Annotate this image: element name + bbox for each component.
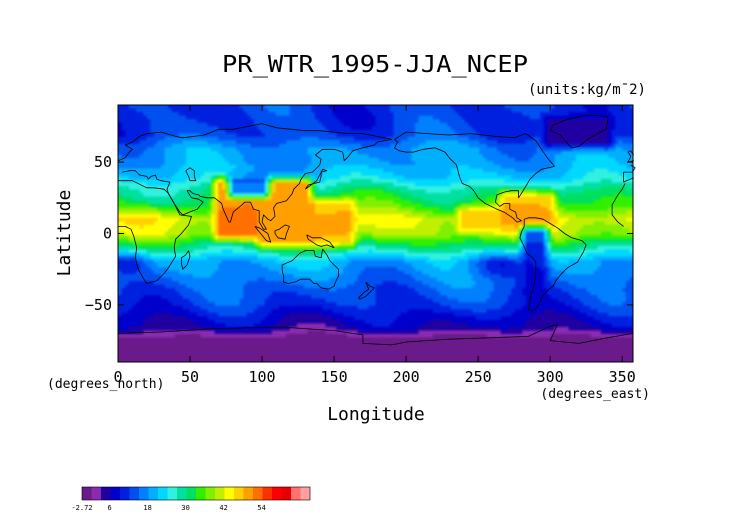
colorbar-label: 18 bbox=[143, 504, 151, 512]
colorbar-swatch bbox=[281, 487, 292, 500]
colorbar-swatch bbox=[101, 487, 111, 500]
colorbar-swatch bbox=[224, 487, 235, 500]
colorbar-swatch bbox=[215, 487, 225, 500]
colorbar-swatch bbox=[167, 487, 178, 500]
colorbar-label: 54 bbox=[257, 504, 265, 512]
coast-africa bbox=[118, 180, 626, 284]
x-tick-label: 0 bbox=[113, 368, 122, 386]
coast-europe-asia bbox=[117, 123, 636, 230]
coast-caspian bbox=[185, 167, 197, 182]
x-tick-label: 250 bbox=[465, 368, 492, 386]
colorbar-swatch bbox=[129, 487, 140, 500]
colorbar-swatch bbox=[82, 487, 92, 500]
coast-japan bbox=[304, 168, 328, 190]
colorbar-swatch bbox=[177, 487, 187, 500]
y-axis: −50 0 50 bbox=[85, 153, 633, 314]
y-tick-label: −50 bbox=[85, 296, 112, 314]
y-units-label: (degrees_north) bbox=[47, 377, 164, 392]
colorbar-swatch bbox=[148, 487, 159, 500]
colorbar-swatch bbox=[91, 487, 102, 500]
coast-new-guinea bbox=[306, 234, 335, 249]
coast-borneo bbox=[274, 224, 290, 240]
x-tick-label: 300 bbox=[537, 368, 564, 386]
y-tick-label: 0 bbox=[103, 225, 112, 243]
colorbar-swatch bbox=[291, 487, 301, 500]
coast-antarctica bbox=[117, 324, 634, 346]
colorbar-swatch bbox=[120, 487, 130, 500]
coast-indonesia bbox=[254, 226, 272, 243]
colorbar-swatch bbox=[253, 487, 263, 500]
map-field bbox=[118, 105, 633, 362]
coast-madagascar bbox=[181, 250, 191, 270]
colorbar: -2.72 6 18 30 42 54 bbox=[71, 486, 311, 512]
colorbar-label: -2.72 bbox=[71, 504, 92, 512]
y-tick-label: 50 bbox=[94, 153, 112, 171]
colorbar-swatch bbox=[272, 487, 282, 500]
x-tick-label: 50 bbox=[181, 368, 199, 386]
colorbar-swatch bbox=[186, 487, 197, 500]
coast-new-zealand bbox=[358, 281, 375, 300]
units-label: (units:kg/m¯2) bbox=[528, 82, 646, 98]
coast-greenland bbox=[549, 114, 609, 149]
colorbar-label: 30 bbox=[181, 504, 189, 512]
x-tick-label: 350 bbox=[609, 368, 636, 386]
coast-australia bbox=[281, 248, 339, 290]
x-axis: 0 50 100 150 200 250 300 350 bbox=[113, 105, 636, 386]
colorbar-swatch bbox=[110, 487, 121, 500]
colorbar-swatch bbox=[139, 487, 149, 500]
y-axis-label: Latitude bbox=[54, 190, 75, 277]
x-units-label: (degrees_east) bbox=[540, 387, 650, 402]
colorbar-swatch bbox=[300, 487, 311, 500]
x-tick-label: 100 bbox=[249, 368, 276, 386]
precipitable-water-field bbox=[118, 105, 633, 362]
colorbar-swatch bbox=[243, 487, 254, 500]
colorbar-label: 6 bbox=[107, 504, 111, 512]
colorbar-swatch bbox=[196, 487, 206, 500]
colorbar-frame bbox=[81, 486, 311, 501]
chart-title: PR_WTR_1995-JJA_NCEP bbox=[222, 52, 528, 78]
coast-south-america bbox=[519, 217, 587, 311]
coastlines bbox=[117, 114, 636, 346]
colorbar-label: 42 bbox=[219, 504, 227, 512]
colorbar-swatch bbox=[158, 487, 168, 500]
x-axis-label: Longitude bbox=[327, 404, 425, 425]
x-tick-label: 150 bbox=[321, 368, 348, 386]
x-tick-label: 200 bbox=[393, 368, 420, 386]
coast-north-america bbox=[394, 131, 555, 223]
colorbar-swatch bbox=[262, 487, 273, 500]
colorbar-swatch bbox=[234, 487, 244, 500]
colorbar-swatch bbox=[205, 487, 216, 500]
